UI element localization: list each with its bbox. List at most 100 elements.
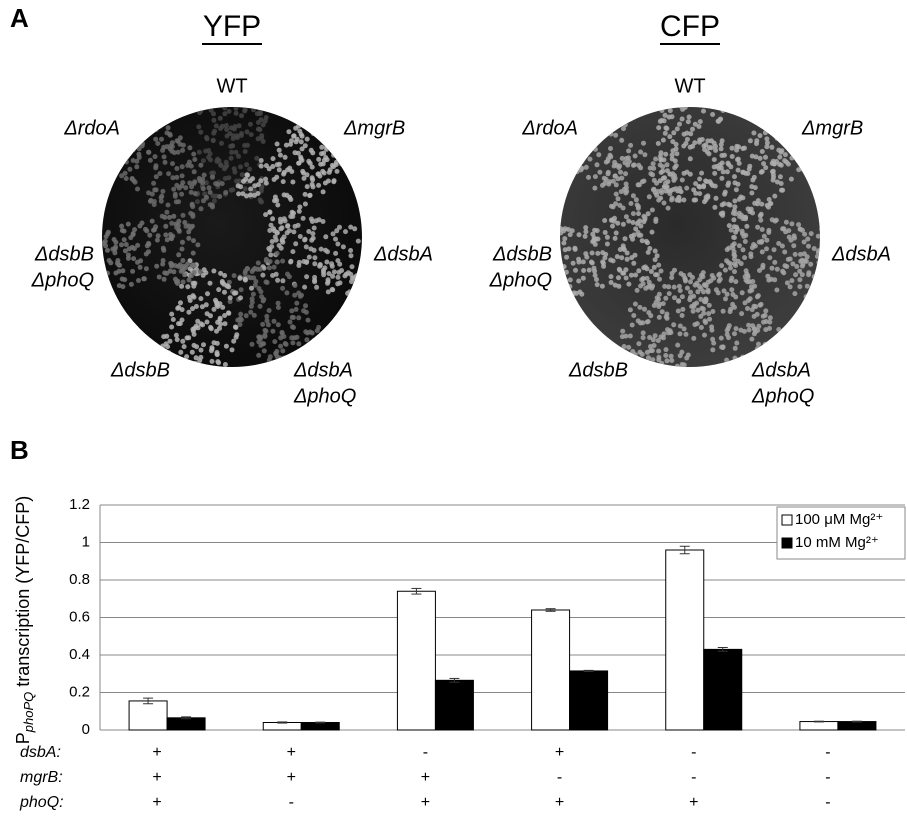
colony	[636, 341, 641, 346]
colony	[323, 248, 328, 253]
colony	[208, 190, 213, 195]
colony	[279, 246, 284, 251]
colony	[272, 339, 277, 344]
colony	[625, 257, 630, 262]
colony	[124, 160, 129, 165]
colony	[680, 102, 685, 107]
colony	[705, 193, 710, 198]
colony	[343, 229, 348, 234]
colony	[560, 276, 565, 281]
plate-label: ΔphoQ	[751, 385, 814, 407]
bar	[263, 723, 301, 731]
colony	[561, 241, 566, 246]
colony	[303, 143, 308, 148]
colony	[237, 179, 242, 184]
colony	[342, 273, 347, 278]
colony	[631, 163, 636, 168]
colony	[164, 334, 169, 339]
colony	[802, 169, 807, 174]
colony	[676, 298, 681, 303]
colony	[146, 241, 151, 246]
colony	[223, 190, 228, 195]
colony	[820, 242, 825, 247]
colony	[732, 174, 737, 179]
colony	[339, 268, 344, 273]
colony	[630, 323, 635, 328]
colony	[224, 100, 229, 105]
colony	[638, 321, 643, 326]
colony	[584, 255, 589, 260]
colony	[159, 194, 164, 199]
colony	[185, 284, 190, 289]
colony	[581, 259, 586, 264]
colony	[666, 284, 671, 289]
colony	[312, 278, 317, 283]
colony	[766, 343, 771, 348]
colony	[244, 162, 249, 167]
colony	[252, 193, 257, 198]
colony	[676, 309, 681, 314]
colony	[226, 311, 231, 316]
colony	[695, 281, 700, 286]
colony	[763, 313, 768, 318]
colony	[277, 148, 282, 153]
colony	[745, 306, 750, 311]
colony	[599, 132, 604, 137]
colony	[120, 284, 125, 289]
colony	[716, 119, 721, 124]
colony	[263, 328, 268, 333]
colony	[640, 238, 645, 243]
colony	[115, 258, 120, 263]
genotype-sign: +	[287, 769, 296, 786]
colony	[592, 269, 597, 274]
colony	[672, 366, 677, 371]
colony	[786, 162, 791, 167]
colony	[678, 366, 683, 371]
colony	[256, 261, 261, 266]
colony	[650, 284, 655, 289]
colony	[360, 261, 365, 266]
colony	[659, 361, 664, 366]
colony	[755, 201, 760, 206]
colony	[653, 249, 658, 254]
colony	[296, 315, 301, 320]
colony	[153, 137, 158, 142]
colony	[230, 347, 235, 352]
colony	[171, 317, 176, 322]
colony	[287, 274, 292, 279]
colony	[262, 348, 267, 353]
genotype-sign: -	[691, 769, 696, 786]
colony	[283, 218, 288, 223]
colony	[741, 146, 746, 151]
colony	[763, 327, 768, 332]
colony	[348, 295, 353, 300]
colony	[290, 214, 295, 219]
colony	[797, 284, 802, 289]
colony	[248, 122, 253, 127]
genotype-sign: +	[152, 744, 161, 761]
colony	[755, 225, 760, 230]
colony	[822, 240, 827, 245]
colony	[722, 201, 727, 206]
colony	[280, 331, 285, 336]
colony	[278, 153, 283, 158]
colony	[710, 347, 715, 352]
colony	[678, 103, 683, 108]
colony	[236, 191, 241, 196]
colony	[210, 175, 215, 180]
colony	[256, 136, 261, 141]
colony	[180, 339, 185, 344]
colony	[178, 262, 183, 267]
colony	[789, 278, 794, 283]
colony	[207, 185, 212, 190]
colony	[712, 205, 717, 210]
colony	[675, 343, 680, 348]
colony	[158, 171, 163, 176]
colony	[234, 335, 239, 340]
genotype-sign: +	[421, 794, 430, 811]
colony	[782, 250, 787, 255]
colony	[760, 249, 765, 254]
colony	[624, 214, 629, 219]
colony	[822, 251, 827, 256]
colony	[605, 159, 610, 164]
